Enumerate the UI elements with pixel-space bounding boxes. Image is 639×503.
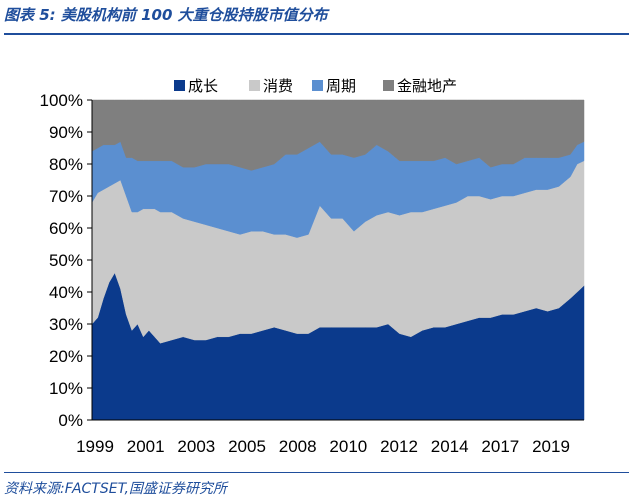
y-tick-label: 70% bbox=[49, 187, 83, 206]
chart-areas bbox=[91, 99, 585, 421]
x-tick-label: 2010 bbox=[329, 437, 367, 456]
x-tick-label: 2014 bbox=[431, 437, 469, 456]
y-tick-label: 90% bbox=[49, 123, 83, 142]
legend-label: 消费 bbox=[263, 77, 293, 95]
y-tick-label: 10% bbox=[49, 379, 83, 398]
legend-swatch bbox=[312, 80, 323, 91]
legend-label: 成长 bbox=[188, 77, 218, 95]
x-tick-label: 2012 bbox=[380, 437, 418, 456]
area-series-4 bbox=[91, 99, 585, 171]
legend-swatch bbox=[174, 80, 185, 91]
legend-label: 周期 bbox=[326, 77, 356, 95]
x-tick-label: 2003 bbox=[177, 437, 215, 456]
legend: 成长 消费 周期 金融地产 bbox=[174, 77, 457, 95]
chart-title: 图表 5: 美股机构前 100 大重仓股持股市值分布 bbox=[4, 6, 328, 24]
x-tick-label: 2008 bbox=[279, 437, 317, 456]
y-tick-label: 80% bbox=[49, 155, 83, 174]
y-tick-label: 60% bbox=[49, 219, 83, 238]
y-tick-label: 30% bbox=[49, 315, 83, 334]
y-tick-label: 100% bbox=[40, 91, 83, 110]
y-tick-label: 20% bbox=[49, 347, 83, 366]
source-note: 资料来源:FACTSET,国盛证券研究所 bbox=[4, 481, 227, 497]
legend-swatch bbox=[249, 80, 260, 91]
legend-label: 金融地产 bbox=[397, 77, 457, 95]
x-tick-label: 2005 bbox=[228, 437, 266, 456]
x-tick-label: 1999 bbox=[76, 437, 114, 456]
y-tick-label: 50% bbox=[49, 251, 83, 270]
x-axis: 1999 2001 2003 2005 2008 2010 2012 2014 2017 2019 bbox=[76, 419, 584, 456]
x-tick-label: 2017 bbox=[481, 437, 519, 456]
y-tick-label: 0% bbox=[58, 411, 83, 430]
title-rule bbox=[4, 33, 629, 35]
legend-swatch bbox=[383, 80, 394, 91]
source-rule bbox=[4, 472, 629, 473]
y-tick-label: 40% bbox=[49, 283, 83, 302]
y-axis: 0% 10% 20% 30% 40% 50% 60% 70% 80% 90% 100% bbox=[40, 91, 93, 430]
x-tick-label: 2019 bbox=[532, 437, 570, 456]
x-tick-label: 2001 bbox=[127, 437, 165, 456]
